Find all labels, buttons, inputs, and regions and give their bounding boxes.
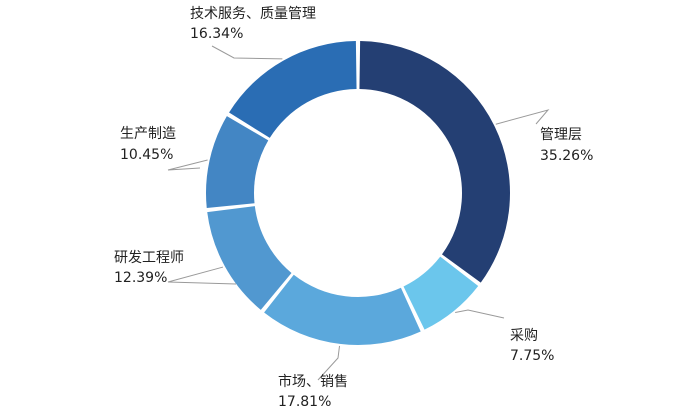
slice-name: 生产制造 [120, 126, 176, 142]
leader-lines [167, 45, 550, 381]
slice-name: 研发工程师 [114, 250, 184, 266]
leader-line-1 [455, 309, 505, 319]
slice-label-技术服务质量管理: 技术服务、质量管理 16.34% [190, 6, 316, 42]
leader-line-4 [167, 159, 208, 171]
slice-name: 市场、销售 [278, 373, 348, 390]
slice-1 [403, 256, 479, 330]
slice-name: 技术服务、质量管理 [190, 6, 316, 22]
slice-3 [207, 206, 292, 310]
leader-line-3 [167, 266, 237, 285]
slice-label-采购: 采购 7.75% [510, 328, 554, 364]
slice-0 [359, 41, 511, 283]
slice-name: 采购 [510, 328, 538, 344]
slice-label-生产制造: 生产制造 10.45% [120, 126, 176, 163]
slice-percent: 7.75% [510, 348, 554, 364]
slice-percent: 12.39% [114, 270, 167, 286]
slice-percent: 16.34% [190, 26, 243, 42]
slice-percent: 35.26% [540, 148, 593, 164]
slice-4 [206, 116, 269, 208]
slice-label-市场销售: 市场、销售 17.81% [278, 373, 348, 410]
slice-2 [264, 274, 421, 346]
slice-5 [229, 41, 357, 138]
slice-label-管理层: 管理层 35.26% [540, 127, 593, 164]
slice-percent: 10.45% [120, 147, 173, 163]
leader-line-0 [495, 109, 550, 125]
leader-line-2 [317, 345, 341, 381]
slice-percent: 17.81% [278, 394, 331, 410]
slice-name: 管理层 [540, 127, 582, 143]
leader-line-5 [211, 45, 283, 60]
slice-label-研发工程师: 研发工程师 12.39% [114, 250, 184, 286]
donut-slices [206, 41, 511, 346]
